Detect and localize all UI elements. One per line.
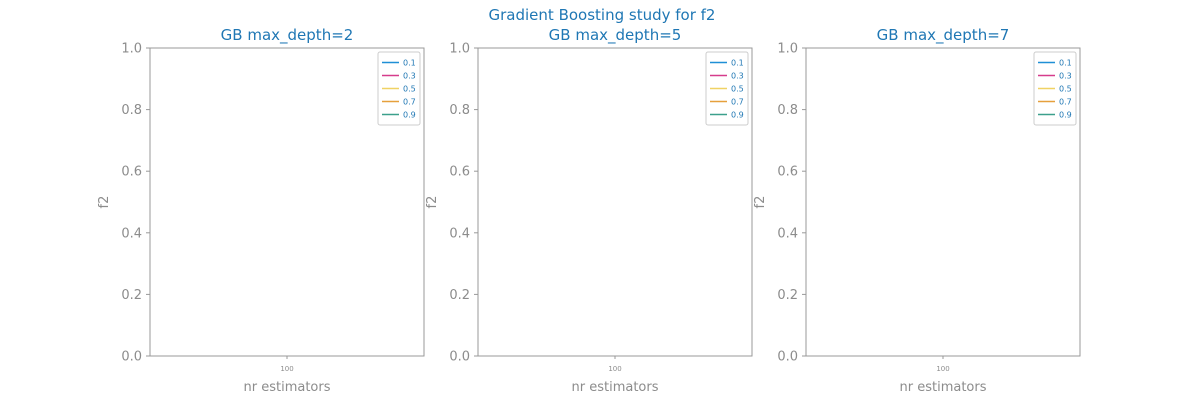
y-tick-label: 0.0 (449, 350, 470, 365)
chart-title: GB max_depth=5 (549, 26, 682, 45)
legend-entry: 0.5 (1059, 85, 1072, 94)
y-tick-label: 0.4 (777, 226, 798, 241)
chart-title: GB max_depth=7 (877, 26, 1010, 45)
legend-entry: 0.7 (1059, 98, 1072, 107)
chart-panel-1: GB max_depth=2 0.0 0.2 0.4 0.6 0.8 1.0 100 nr es… (97, 26, 425, 395)
y-tick-label: 0.6 (777, 165, 798, 180)
y-axis-label: f2 (753, 196, 768, 209)
x-tick-label: 100 (608, 365, 621, 373)
legend: 0.1 0.3 0.5 0.7 0.9 (377, 51, 421, 126)
y-tick-label: 1.0 (449, 42, 470, 57)
legend-entry: 0.7 (731, 98, 744, 107)
x-axis-label: nr estimators (572, 380, 659, 395)
y-axis-label: f2 (97, 196, 112, 209)
legend: 0.1 0.3 0.5 0.7 0.9 (1033, 51, 1077, 126)
y-tick-label: 0.8 (449, 103, 470, 118)
x-tick-label: 100 (936, 365, 949, 373)
legend-entry: 0.7 (403, 98, 416, 107)
y-tick-label: 0.8 (777, 103, 798, 118)
y-tick-label: 1.0 (777, 42, 798, 57)
legend-entry: 0.5 (403, 85, 416, 94)
y-tick-label: 0.4 (449, 226, 470, 241)
legend-entry: 0.3 (403, 72, 416, 81)
legend-entry: 0.3 (731, 72, 744, 81)
legend-entry: 0.1 (731, 59, 744, 68)
x-tick-label: 100 (280, 365, 293, 373)
legend-entry: 0.9 (403, 111, 416, 120)
y-tick-label: 0.2 (777, 288, 798, 303)
y-tick-label: 0.0 (121, 350, 142, 365)
y-tick-label: 0.4 (121, 226, 142, 241)
y-tick-label: 1.0 (121, 42, 142, 57)
legend-entry: 0.1 (1059, 59, 1072, 68)
y-tick-label: 0.2 (449, 288, 470, 303)
chart-title: GB max_depth=2 (221, 26, 354, 45)
legend-entry: 0.9 (1059, 111, 1072, 120)
chart-panel-3: GB max_depth=7 0.0 0.2 0.4 0.6 0.8 1.0 100 nr es… (753, 26, 1081, 395)
legend-entry: 0.5 (731, 85, 744, 94)
figure-title: Gradient Boosting study for f2 (489, 6, 716, 24)
y-tick-label: 0.2 (121, 288, 142, 303)
x-axis-label: nr estimators (900, 380, 987, 395)
legend-entry: 0.3 (1059, 72, 1072, 81)
legend: 0.1 0.3 0.5 0.7 0.9 (705, 51, 749, 126)
y-tick-label: 0.6 (121, 165, 142, 180)
y-axis-label: f2 (425, 196, 440, 209)
legend-entry: 0.9 (731, 111, 744, 120)
y-tick-label: 0.8 (121, 103, 142, 118)
y-tick-label: 0.6 (449, 165, 470, 180)
x-axis-label: nr estimators (244, 380, 331, 395)
y-tick-label: 0.0 (777, 350, 798, 365)
legend-entry: 0.1 (403, 59, 416, 68)
chart-panel-2: GB max_depth=5 0.0 0.2 0.4 0.6 0.8 1.0 100 nr es… (425, 26, 753, 395)
